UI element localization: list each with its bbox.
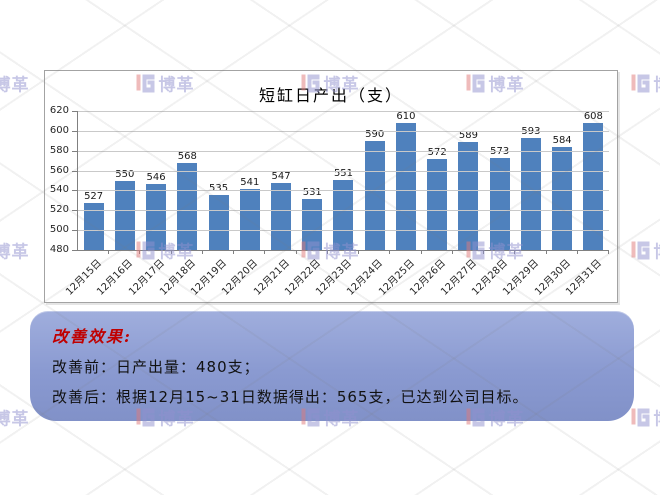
y-axis-tick bbox=[72, 130, 77, 132]
bar-cell: 535 12月19日 bbox=[189, 111, 235, 298]
bar-cell: 57312月28日 bbox=[470, 111, 516, 298]
y-axis-tick bbox=[72, 210, 77, 212]
bar-value-label: 584 bbox=[552, 134, 572, 146]
bar-value-label: 541 bbox=[240, 177, 260, 189]
bar bbox=[552, 146, 573, 250]
y-axis-tick bbox=[72, 150, 77, 152]
bar-cell: 527 12月15日 bbox=[64, 111, 110, 298]
y-axis-label: 560 bbox=[49, 164, 69, 176]
y-axis-tick bbox=[72, 190, 77, 192]
boge-logo-icon bbox=[631, 407, 651, 427]
bar-value-label: 527 bbox=[84, 191, 104, 203]
bar bbox=[114, 180, 135, 250]
gridline bbox=[78, 190, 609, 192]
bar-value-label: 551 bbox=[333, 167, 354, 179]
y-axis-label: 480 bbox=[49, 244, 69, 255]
gridline bbox=[78, 210, 609, 212]
bar-cell: 608 12月31日 bbox=[564, 111, 610, 298]
bar-cell: 541 12月20日 bbox=[220, 111, 266, 298]
bar bbox=[458, 141, 479, 250]
bar-value-label: 531 bbox=[302, 187, 322, 199]
bar bbox=[302, 199, 323, 250]
y-axis-tick bbox=[72, 250, 77, 251]
y-axis-label: 580 bbox=[49, 144, 69, 156]
bar-cell: 546 12月17日 bbox=[127, 111, 172, 298]
y-axis-label: 540 bbox=[49, 184, 69, 196]
bar-cell: 550 12月16日 bbox=[96, 111, 141, 298]
watermark-logo: 博革 bbox=[0, 238, 30, 263]
bar bbox=[364, 140, 385, 250]
watermark-brand-text: 博革 bbox=[0, 242, 30, 263]
bar bbox=[177, 162, 198, 250]
note-box: 改善效果: 改善前：日产出量：480支； 改善后：根据12月15~31日数据得出… bbox=[30, 311, 634, 421]
bar-value-label: 608 bbox=[583, 111, 603, 122]
bar-value-label: 572 bbox=[427, 146, 447, 158]
watermark-brand-text: 博革 bbox=[0, 75, 30, 96]
bar bbox=[83, 203, 104, 250]
bar bbox=[239, 189, 260, 250]
bar-cell: 589 12月27日 bbox=[439, 111, 485, 298]
y-axis-tick bbox=[72, 170, 77, 172]
note-heading: 改善效果: bbox=[52, 327, 132, 346]
plot-area: 620 600 580 560 540 520 500 480 527 12月15日 550 12月… bbox=[50, 106, 610, 298]
bar bbox=[489, 157, 510, 250]
y-axis-label: 520 bbox=[49, 204, 69, 216]
y-axis-tick bbox=[72, 230, 77, 232]
bar-cell: 584 12月30日 bbox=[533, 111, 578, 298]
watermark-logo: 博革 bbox=[0, 405, 30, 430]
boge-logo-icon bbox=[631, 73, 651, 93]
bar-value-label: 535 bbox=[209, 183, 229, 195]
bar-value-label: 547 bbox=[271, 171, 291, 183]
gridline bbox=[78, 111, 609, 112]
bar-series: 527 12月15日 550 12月16日 546 12月17日 568 12月18日 535 1… bbox=[64, 111, 610, 298]
bar-cell: 531 12月22日 bbox=[283, 111, 329, 298]
bar bbox=[208, 195, 229, 250]
watermark-logo: 博革 bbox=[631, 71, 660, 96]
bar-cell: 59312月29日 bbox=[502, 111, 547, 298]
y-axis-label: 620 bbox=[49, 105, 69, 116]
gridline bbox=[78, 130, 609, 132]
note-line-after: 改善后：根据12月15~31日数据得出：565支，已达到公司目标。 bbox=[52, 388, 529, 406]
bar-value-label: 546 bbox=[146, 172, 166, 184]
chart-title: 短缸日产出（支） bbox=[258, 86, 403, 105]
bar-value-label: 550 bbox=[115, 168, 135, 180]
chart-panel: 短缸日产出（支） 620 600 580 560 540 520 500 480 527 12月… bbox=[44, 70, 618, 303]
boge-logo-icon bbox=[631, 240, 651, 260]
bar bbox=[427, 158, 448, 250]
gridline bbox=[78, 150, 609, 152]
bar-cell: 610 12月25日 bbox=[377, 111, 422, 298]
bar-value-label: 589 bbox=[458, 129, 478, 141]
watermark-logo: 博革 bbox=[631, 238, 660, 263]
bar-cell: 551 12月23日 bbox=[314, 111, 360, 298]
bar-cell: 590 12月24日 bbox=[345, 111, 391, 298]
bar-value-label: 610 bbox=[396, 111, 416, 122]
watermark-logo: 博革 bbox=[0, 71, 30, 96]
watermark-logo: 博革 bbox=[631, 405, 660, 430]
watermark-brand-text: 博革 bbox=[654, 405, 660, 430]
bar bbox=[583, 123, 604, 250]
bar-value-label: 590 bbox=[365, 128, 385, 140]
bar bbox=[333, 179, 354, 250]
watermark-brand-text: 博革 bbox=[654, 238, 660, 263]
bar-cell: 568 12月18日 bbox=[158, 111, 204, 298]
y-axis-tick bbox=[72, 111, 77, 112]
y-axis: 620 600 580 560 540 520 500 480 bbox=[46, 106, 78, 255]
watermark-brand-text: 博革 bbox=[0, 409, 30, 430]
bar-cell: 547 12月21日 bbox=[252, 111, 297, 298]
watermark-brand-text: 博革 bbox=[654, 71, 660, 96]
note-line-before: 改善前：日产出量：480支； bbox=[52, 358, 260, 376]
bar-value-label: 568 bbox=[177, 150, 197, 162]
bar bbox=[146, 184, 167, 250]
bar-cell: 572 12月26日 bbox=[408, 111, 454, 298]
bar bbox=[520, 137, 541, 250]
gridline bbox=[78, 170, 609, 172]
bar bbox=[271, 183, 292, 250]
y-axis-label: 500 bbox=[49, 224, 69, 236]
gridline bbox=[78, 230, 609, 232]
y-axis-label: 600 bbox=[49, 124, 69, 136]
bar bbox=[395, 123, 416, 250]
